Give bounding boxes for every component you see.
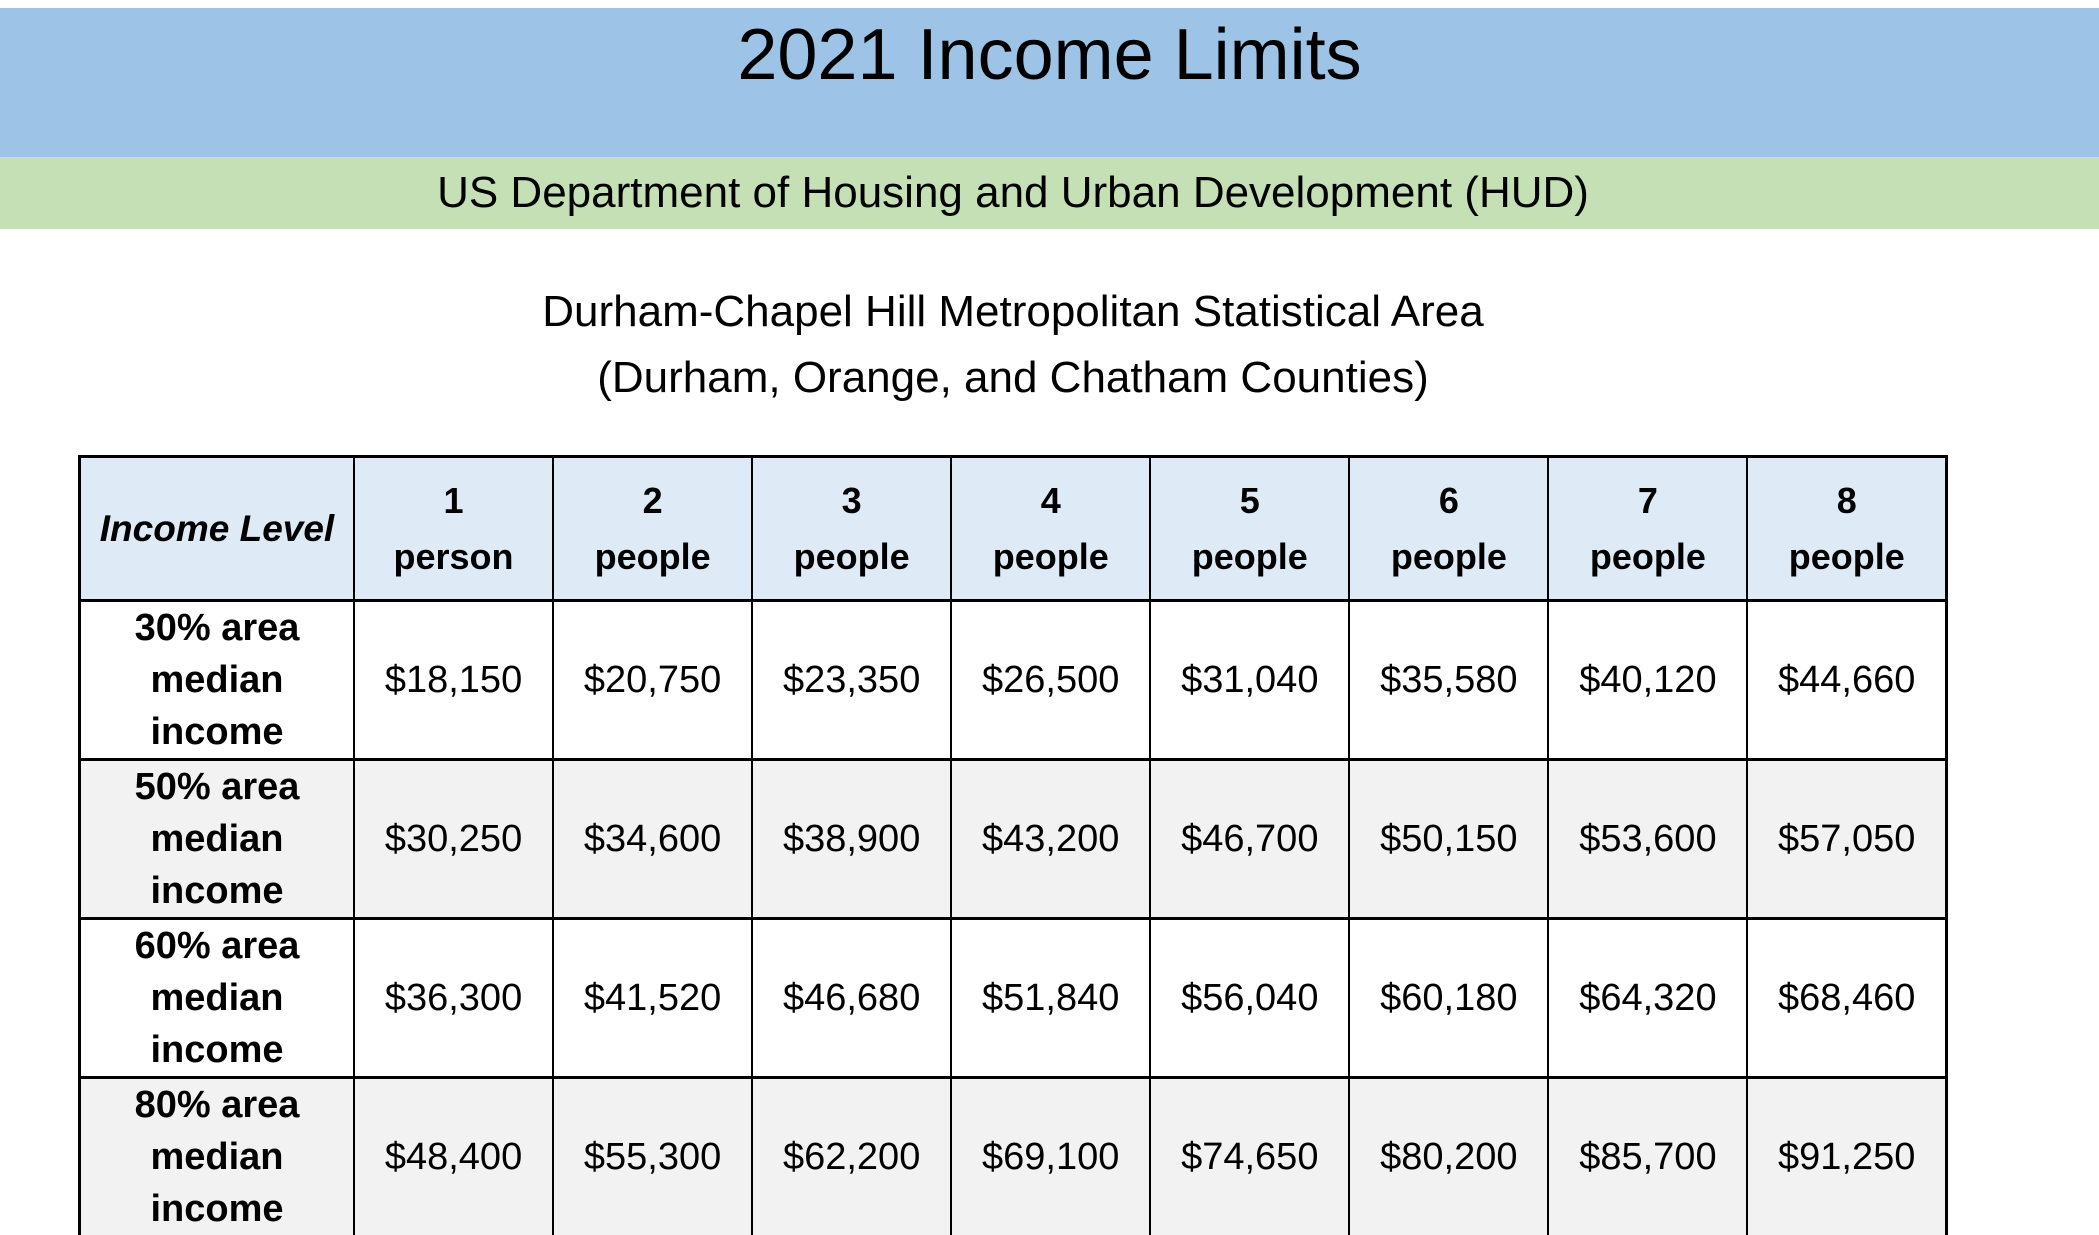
header-8-people: 8 people — [1746, 455, 1948, 602]
value-cell: $23,350 — [751, 599, 953, 761]
header-unit: people — [1589, 535, 1706, 577]
value-cell: $26,500 — [950, 599, 1152, 761]
label-line: 60% area — [134, 925, 300, 967]
header-unit: people — [992, 535, 1109, 577]
table-row-30pct-ami: 30% area median income $18,150 $20,750 $… — [78, 599, 1948, 761]
org-banner: US Department of Housing and Urban Devel… — [0, 157, 2099, 229]
table-header-row: Income Level 1 person 2 people 3 people … — [78, 455, 1948, 602]
header-number: 2 — [642, 479, 663, 521]
value-cell: $55,300 — [552, 1076, 754, 1235]
value-cell: $60,180 — [1348, 917, 1550, 1079]
org-banner-text: US Department of Housing and Urban Devel… — [437, 168, 1589, 217]
income-limits-table: Income Level 1 person 2 people 3 people … — [78, 455, 1948, 1235]
value-cell: $50,150 — [1348, 758, 1550, 920]
header-number: 5 — [1239, 479, 1260, 521]
value-cell: $46,680 — [751, 917, 953, 1079]
value-cell: $35,580 — [1348, 599, 1550, 761]
table-row-60pct-ami: 60% area median income $36,300 $41,520 $… — [78, 917, 1948, 1079]
label-line: median — [150, 818, 284, 860]
header-number: 4 — [1040, 479, 1061, 521]
value-cell: $85,700 — [1547, 1076, 1749, 1235]
value-cell: $36,300 — [352, 917, 555, 1079]
header-number: 6 — [1438, 479, 1459, 521]
header-number: 3 — [841, 479, 862, 521]
row-label-50pct-ami: 50% area median income — [78, 758, 355, 920]
value-cell: $44,660 — [1746, 599, 1948, 761]
label-line: median — [150, 659, 284, 701]
page-title: 2021 Income Limits — [737, 15, 1362, 95]
label-line: median — [150, 977, 284, 1019]
value-cell: $30,250 — [352, 758, 555, 920]
label-line: income — [150, 870, 284, 912]
income-level-header: Income Level — [78, 455, 355, 602]
value-cell: $41,520 — [552, 917, 754, 1079]
header-unit: people — [1390, 535, 1507, 577]
value-cell: $74,650 — [1149, 1076, 1351, 1235]
row-label-60pct-ami: 60% area median income — [78, 917, 355, 1079]
header-6-people: 6 people — [1348, 455, 1550, 602]
value-cell: $48,400 — [352, 1076, 555, 1235]
label-line: income — [150, 1188, 284, 1230]
value-cell: $34,600 — [552, 758, 754, 920]
subtitle: Durham-Chapel Hill Metropolitan Statisti… — [78, 279, 1948, 411]
header-unit: people — [1788, 535, 1905, 577]
value-cell: $91,250 — [1746, 1076, 1948, 1235]
table-row-80pct-ami: 80% area median income $48,400 $55,300 $… — [78, 1076, 1948, 1235]
header-3-people: 3 people — [751, 455, 953, 602]
label-line: income — [150, 1029, 284, 1071]
value-cell: $68,460 — [1746, 917, 1948, 1079]
value-cell: $43,200 — [950, 758, 1152, 920]
value-cell: $20,750 — [552, 599, 754, 761]
header-2-people: 2 people — [552, 455, 754, 602]
row-label-30pct-ami: 30% area median income — [78, 599, 355, 761]
header-5-people: 5 people — [1149, 455, 1351, 602]
subtitle-line-2: (Durham, Orange, and Chatham Counties) — [597, 353, 1429, 402]
value-cell: $62,200 — [751, 1076, 953, 1235]
value-cell: $51,840 — [950, 917, 1152, 1079]
header-number: 7 — [1637, 479, 1658, 521]
header-1-person: 1 person — [352, 455, 555, 602]
label-line: 50% area — [134, 766, 300, 808]
value-cell: $18,150 — [352, 599, 555, 761]
header-7-people: 7 people — [1547, 455, 1749, 602]
row-label-80pct-ami: 80% area median income — [78, 1076, 355, 1235]
header-number: 8 — [1836, 479, 1857, 521]
value-cell: $40,120 — [1547, 599, 1749, 761]
value-cell: $31,040 — [1149, 599, 1351, 761]
value-cell: $57,050 — [1746, 758, 1948, 920]
header-number: 1 — [443, 479, 464, 521]
value-cell: $53,600 — [1547, 758, 1749, 920]
label-line: 30% area — [134, 607, 300, 649]
value-cell: $64,320 — [1547, 917, 1749, 1079]
header-unit: people — [594, 535, 711, 577]
label-line: median — [150, 1136, 284, 1178]
value-cell: $38,900 — [751, 758, 953, 920]
table-row-50pct-ami: 50% area median income $30,250 $34,600 $… — [78, 758, 1948, 920]
label-line: 80% area — [134, 1084, 300, 1126]
header-unit: person — [393, 535, 514, 577]
header-unit: people — [793, 535, 910, 577]
label-line: income — [150, 711, 284, 753]
value-cell: $80,200 — [1348, 1076, 1550, 1235]
value-cell: $46,700 — [1149, 758, 1351, 920]
header-unit: people — [1191, 535, 1308, 577]
subtitle-line-1: Durham-Chapel Hill Metropolitan Statisti… — [542, 287, 1484, 336]
value-cell: $56,040 — [1149, 917, 1351, 1079]
value-cell: $69,100 — [950, 1076, 1152, 1235]
header-4-people: 4 people — [950, 455, 1152, 602]
title-banner: 2021 Income Limits — [0, 8, 2099, 157]
